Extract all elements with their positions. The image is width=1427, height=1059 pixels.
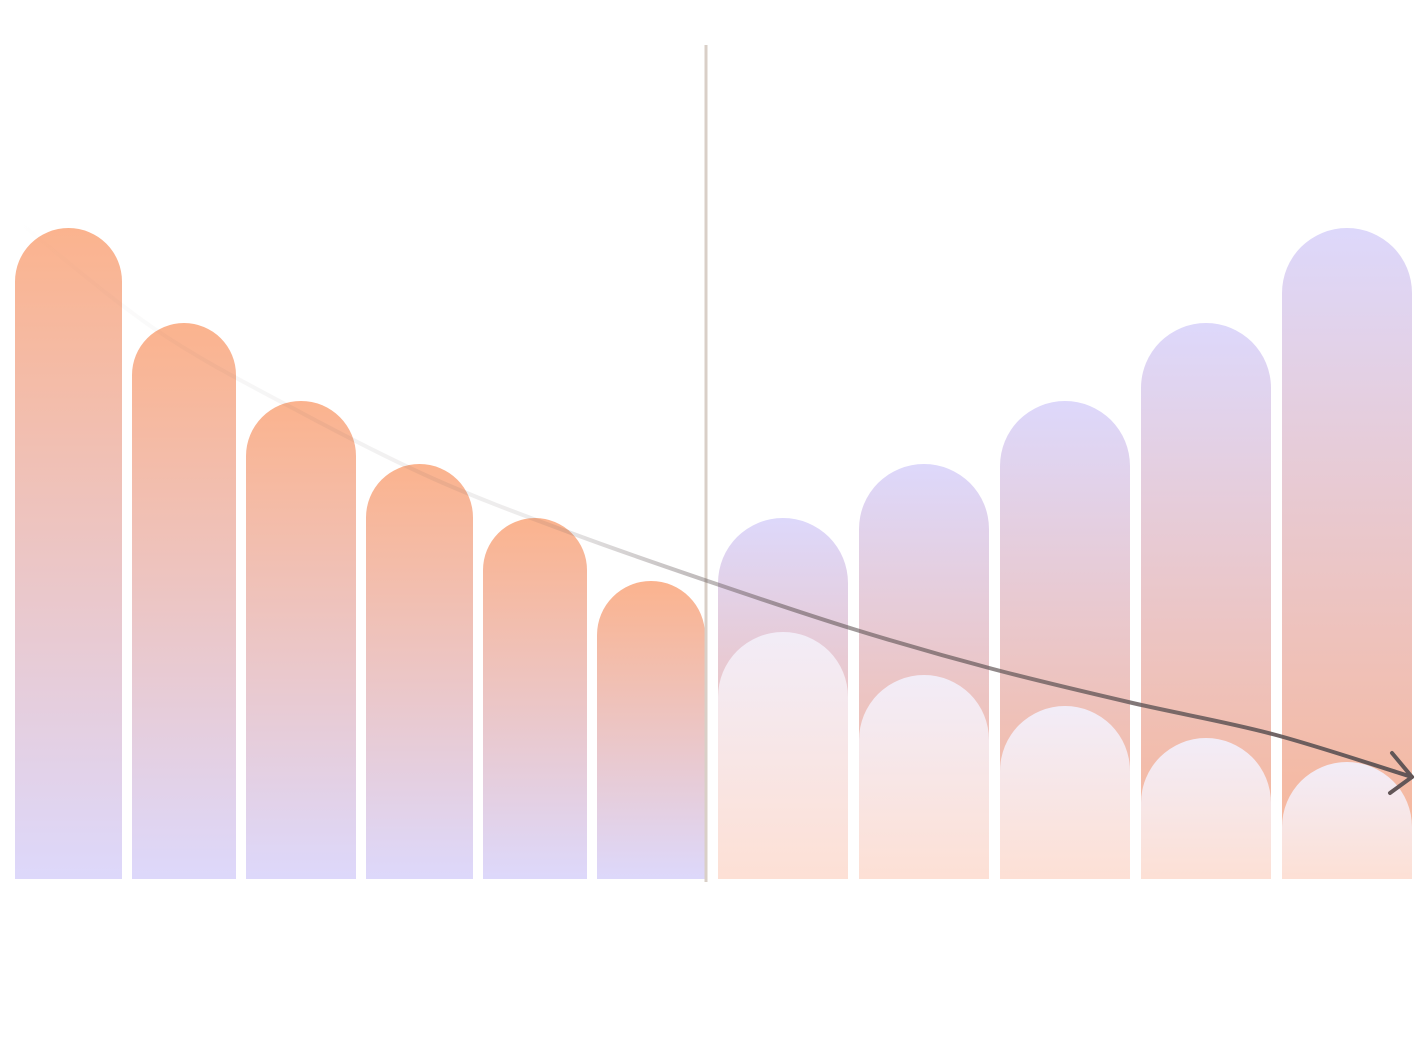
bar-inner-5 — [1282, 762, 1412, 879]
bar-right-4 — [1141, 323, 1271, 879]
bar-left-1 — [15, 227, 122, 879]
bars-left — [15, 227, 705, 879]
bar-left-2 — [132, 323, 236, 879]
bar-left-3 — [246, 401, 356, 879]
trend-line — [13, 217, 1414, 779]
bars-inner — [718, 632, 1412, 879]
bar-inner-4 — [1141, 738, 1271, 879]
trend-arrowhead — [1388, 751, 1414, 795]
bar-inner-1 — [718, 632, 848, 879]
bar-left-5 — [483, 518, 587, 879]
bar-inner-2 — [859, 675, 989, 879]
bar-inner-3 — [1000, 706, 1130, 879]
bar-left-6 — [597, 581, 705, 879]
bar-left-4 — [366, 464, 473, 879]
bar-right-5 — [1282, 228, 1412, 879]
